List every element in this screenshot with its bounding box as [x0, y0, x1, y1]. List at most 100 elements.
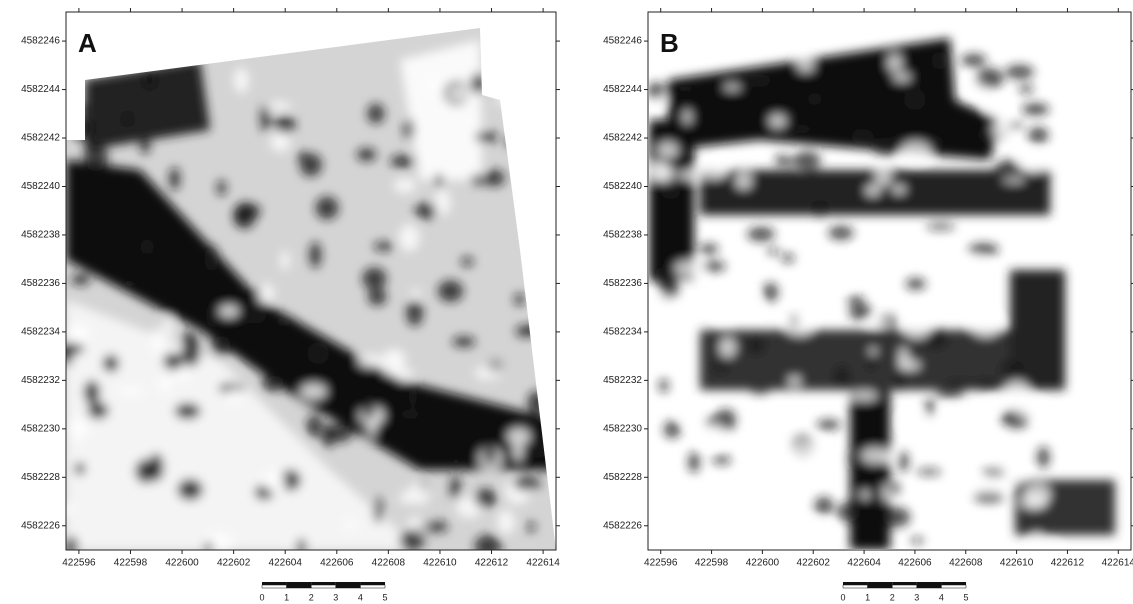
raster-spot: [408, 438, 417, 449]
x-tick-label: 422612: [1051, 558, 1085, 569]
raster-spot: [363, 395, 375, 421]
raster-spot: [66, 324, 90, 345]
raster-spot: [261, 375, 285, 392]
raster-spot: [660, 184, 681, 199]
raster-spot: [829, 267, 856, 286]
raster-spot: [529, 321, 552, 335]
panel-label: B: [660, 28, 679, 58]
x-tick-label: 422614: [526, 558, 560, 569]
raster-spot: [847, 296, 865, 305]
raster-spot: [1019, 151, 1048, 174]
raster-spot: [270, 132, 291, 152]
raster-spot: [390, 155, 416, 168]
raster-spot: [373, 241, 395, 251]
dark-band: [66, 160, 556, 470]
raster-spot: [828, 225, 854, 240]
raster-spot: [940, 407, 961, 425]
raster-spot: [654, 267, 677, 274]
raster-spot: [659, 277, 679, 300]
scale-bar-segment: [867, 582, 893, 585]
raster-spot: [357, 354, 382, 368]
raster-spot: [218, 304, 240, 318]
raster-spot: [211, 335, 231, 357]
y-tick-label: 4582230: [21, 423, 60, 434]
y-tick-label: 4582234: [603, 327, 642, 338]
y-tick-label: 4582236: [21, 278, 60, 289]
raster-spot: [1001, 473, 1028, 485]
raster-spot: [511, 32, 523, 49]
scale-bar-segment: [335, 584, 361, 589]
y-tick-label: 4582232: [21, 375, 60, 386]
raster-spot: [702, 423, 724, 445]
raster-spot: [691, 265, 702, 272]
raster-spot: [123, 110, 133, 128]
raster-spot: [497, 509, 515, 535]
raster-spot: [961, 536, 985, 549]
raster-spot: [816, 419, 841, 430]
x-tick-label: 422598: [695, 558, 729, 569]
raster-spot: [887, 53, 903, 72]
raster-spot: [960, 53, 987, 67]
raster-spot: [280, 250, 290, 271]
raster-spot: [871, 137, 901, 156]
scale-bar-label: 0: [840, 592, 845, 602]
y-tick-label: 4582244: [603, 84, 642, 95]
plot-frame: [647, 11, 1132, 551]
raster-spot: [119, 279, 139, 289]
raster-spot: [505, 136, 527, 148]
raster-spot: [1007, 122, 1023, 129]
raster-spot: [367, 288, 387, 306]
x-tick-label: 422608: [949, 558, 983, 569]
raster-spot: [868, 347, 878, 356]
panel-label: A: [78, 28, 97, 58]
raster-spot: [903, 89, 926, 110]
y-tick-label: 4582240: [21, 181, 60, 192]
raster-spot: [434, 189, 451, 216]
raster-spot: [343, 520, 359, 530]
raster-spot: [649, 327, 679, 334]
raster-blobs: [66, 28, 556, 550]
raster-spot: [393, 178, 416, 193]
scale-bar-segment: [261, 584, 287, 589]
scale-bar-label: 3: [333, 592, 338, 602]
raster-spot: [745, 446, 777, 454]
raster-spot: [718, 316, 730, 323]
raster-spot: [944, 380, 976, 388]
raster-spot: [70, 116, 94, 140]
raster-spot: [475, 365, 503, 381]
raster-spot: [117, 386, 144, 396]
raster-spot: [450, 475, 461, 500]
raster-spot: [204, 542, 213, 550]
raster-spot: [857, 251, 880, 265]
raster-spot: [399, 224, 420, 252]
raster-spot: [169, 167, 180, 191]
raster-spot: [437, 520, 448, 533]
raster-spot: [1005, 64, 1034, 79]
raster-spot: [527, 390, 548, 415]
raster-spot: [874, 170, 893, 187]
raster-spot: [881, 454, 895, 462]
raster-spot: [391, 348, 403, 376]
raster-spot: [306, 414, 322, 438]
raster-spot: [881, 483, 890, 502]
x-tick-label: 422598: [114, 558, 148, 569]
raster-spot: [426, 76, 441, 93]
raster-spot: [296, 538, 307, 550]
raster-spot: [768, 114, 787, 128]
raster-spot: [507, 428, 531, 445]
raster-spot: [66, 38, 77, 49]
raster-spot: [719, 337, 737, 358]
raster-spot: [781, 253, 795, 263]
raster-spot: [243, 305, 267, 324]
scale-bar-segment: [286, 582, 312, 585]
raster-spot: [400, 409, 421, 420]
y-tick-label: 4582232: [603, 375, 642, 386]
scale-bar-segment: [335, 582, 361, 585]
raster-spot: [892, 72, 912, 82]
scale-bar-label: 4: [939, 592, 944, 602]
raster-spot: [260, 104, 271, 133]
raster-spot: [513, 476, 541, 491]
raster-spot: [975, 379, 998, 391]
raster-spot: [66, 342, 85, 355]
scale-bar-label: 1: [865, 592, 870, 602]
